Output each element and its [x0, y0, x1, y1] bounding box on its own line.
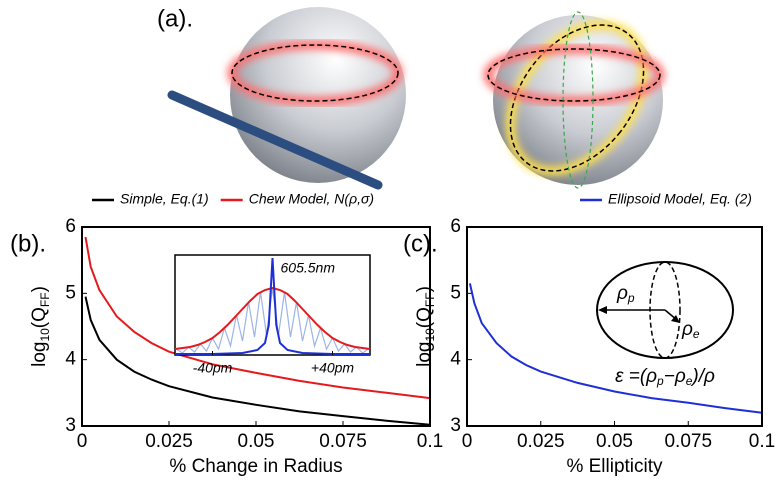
- panel-label: (b).: [10, 230, 46, 257]
- diagram-label-part: ρ: [616, 283, 628, 304]
- y-axis-label: log10(QFF): [414, 286, 437, 367]
- x-tick-label: 0.025: [517, 431, 565, 452]
- y-tick-label: 5: [65, 282, 76, 303]
- diagram-label-part: p: [627, 291, 635, 305]
- ring: [562, 11, 594, 189]
- y-tick-label: 3: [65, 415, 76, 436]
- series-line: [468, 283, 763, 414]
- panel-label: (a).: [157, 5, 193, 32]
- panel-label: (c).: [403, 230, 438, 257]
- fiber: [167, 90, 383, 190]
- y-tick-label: 6: [450, 216, 461, 237]
- y-axis-label: log10(QFF): [29, 286, 52, 367]
- diagram-label: ε =(ρp−ρe)/ρ: [615, 366, 715, 388]
- y-axis-label-part: log: [29, 342, 50, 367]
- ring: [487, 48, 661, 102]
- x-tick-label: 0.1: [417, 431, 443, 452]
- y-axis-label-part: FF: [423, 292, 437, 307]
- x-axis-label: % Ellipticity: [566, 456, 663, 477]
- inset-annotation: 605.5nm: [281, 260, 336, 276]
- x-tick-label: 0: [77, 431, 88, 452]
- y-axis-label-part: 10: [38, 328, 52, 342]
- x-tick-label: 0.1: [749, 431, 775, 452]
- inset-line: [175, 257, 370, 355]
- y-axis-label-part: 10: [423, 328, 437, 342]
- y-axis-label-part: FF: [38, 292, 52, 307]
- x-tick-label: 0: [462, 431, 473, 452]
- y-axis-label-part: (Q: [414, 307, 435, 328]
- inset-line: [174, 286, 371, 350]
- y-axis-label-part: ): [414, 286, 435, 292]
- x-tick-label: 0.05: [238, 431, 275, 452]
- y-axis-label-part: (Q: [29, 307, 50, 328]
- y-tick-label: 3: [450, 415, 461, 436]
- arrow-head: [598, 306, 607, 314]
- x-tick-label: 0.025: [145, 431, 193, 452]
- y-axis-label-part: ): [29, 286, 50, 292]
- diagram-label: ρe: [681, 319, 700, 341]
- y-tick-label: 6: [65, 216, 76, 237]
- x-axis-label: % Change in Radius: [169, 456, 342, 477]
- diagram-label: ρp: [616, 283, 635, 305]
- series-line: [84, 236, 431, 400]
- y-axis-label-part: log: [414, 342, 435, 367]
- inset-tick-label: -40pm: [193, 360, 233, 376]
- diagram-label-part: e: [693, 327, 700, 341]
- y-tick-label: 4: [450, 349, 461, 370]
- plot-frame: [466, 226, 763, 427]
- legend-label: Ellipsoid Model, Eq. (2): [608, 191, 752, 207]
- legend-label: Simple, Eq.(1): [120, 191, 209, 207]
- x-tick-label: 0.05: [596, 431, 633, 452]
- diagram-label-part: ε =(ρ: [615, 366, 657, 387]
- ring: [509, 24, 645, 172]
- y-tick-label: 5: [450, 282, 461, 303]
- series-line: [84, 296, 431, 426]
- arrow-head: [671, 315, 680, 323]
- diagram-label-part: e: [686, 374, 693, 388]
- diagram-label-part: p: [656, 374, 664, 388]
- y-tick-label: 4: [65, 349, 76, 370]
- x-tick-label: 0.075: [664, 431, 712, 452]
- diagram-label-part: )/ρ: [690, 366, 715, 387]
- diagram-label-part: ρ: [681, 319, 693, 340]
- diagram-label-part: −ρ: [664, 366, 686, 387]
- ring: [231, 44, 399, 102]
- x-tick-label: 0.075: [319, 431, 367, 452]
- plot-frame: [81, 226, 431, 427]
- inset-tick-label: +40pm: [311, 360, 355, 376]
- legend-label: Chew Model, N(ρ,σ): [249, 191, 374, 207]
- panel-a-illustration: (a).: [157, 5, 665, 190]
